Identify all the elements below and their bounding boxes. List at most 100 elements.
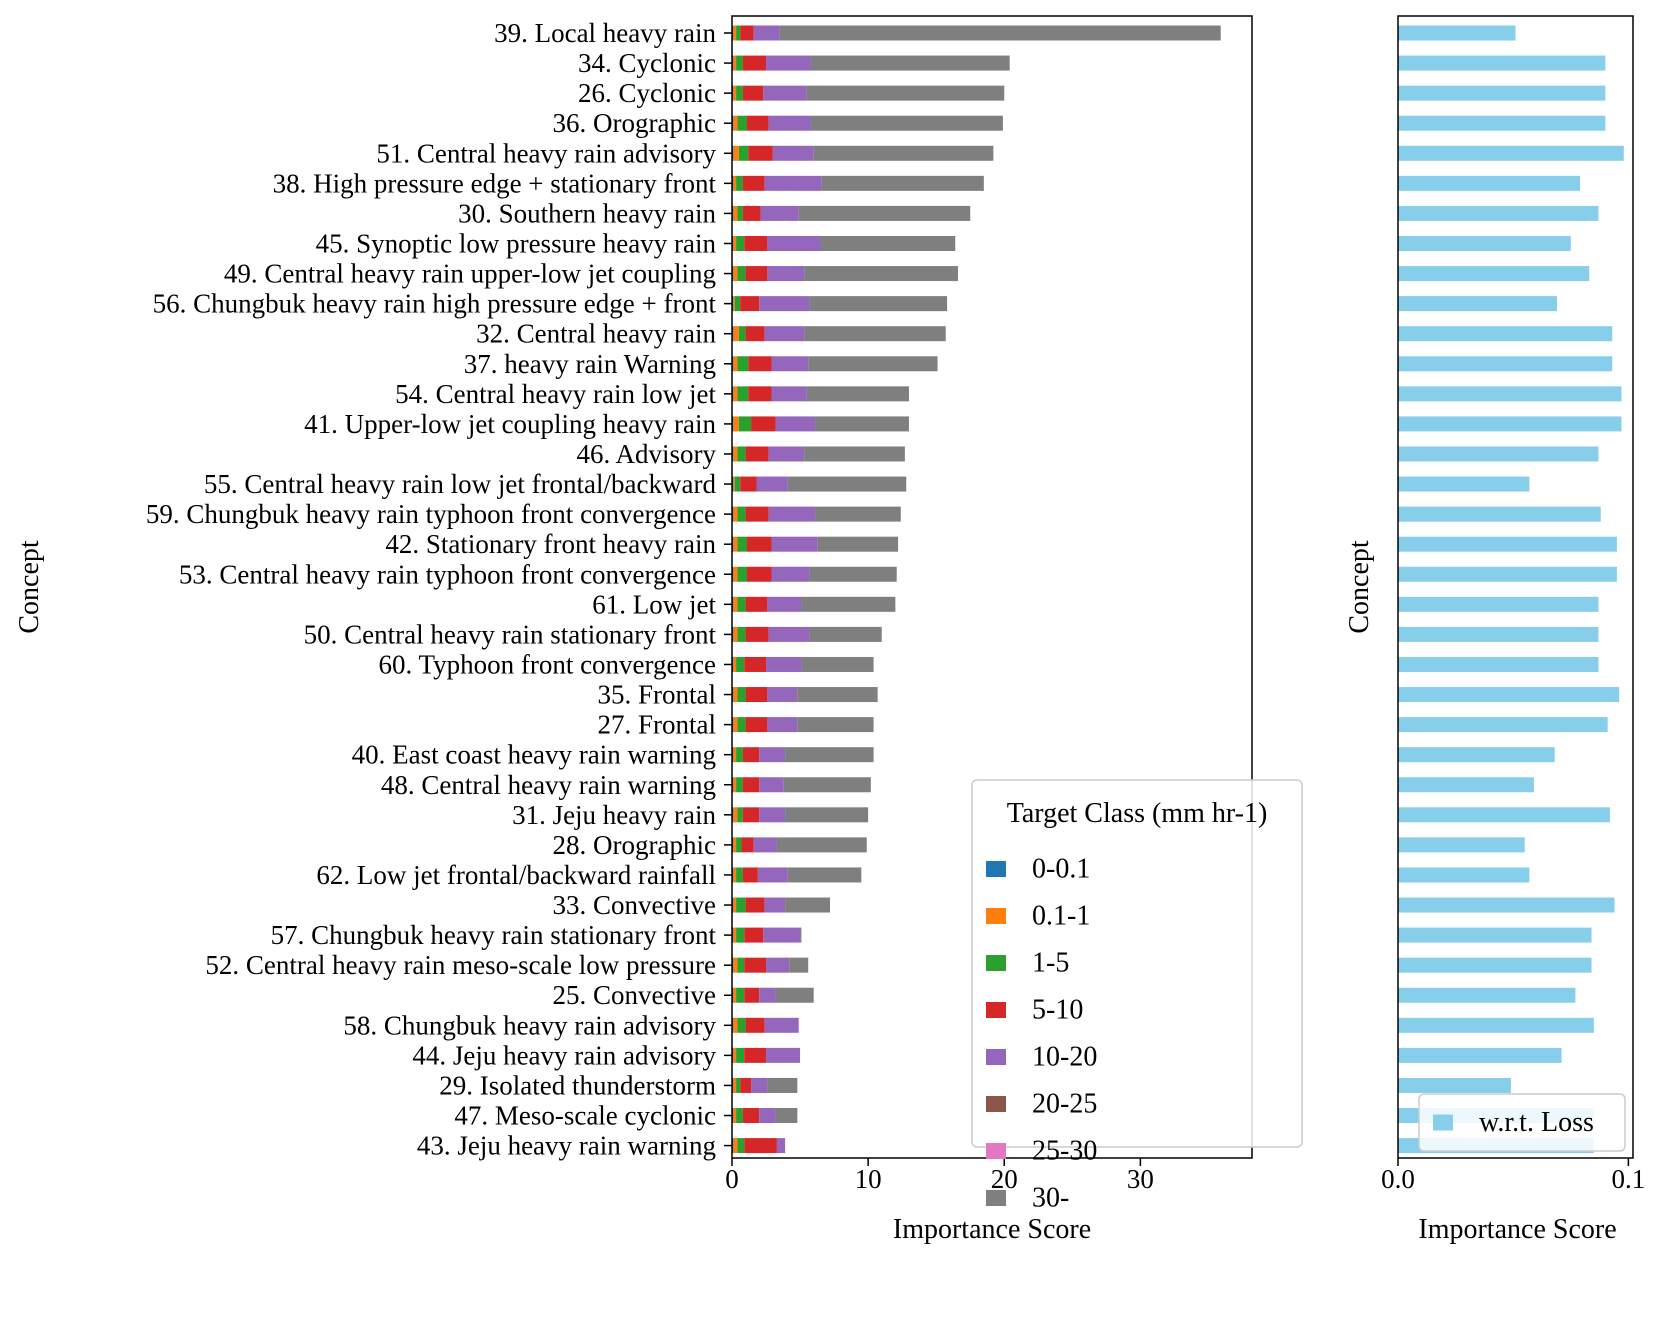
- bar-segment-30-: [821, 175, 984, 191]
- bar-segment-30-: [797, 717, 874, 733]
- bar-segment-10-20: [776, 1138, 786, 1154]
- loss-bar: [1398, 326, 1613, 342]
- bar-segment-30-: [815, 506, 901, 522]
- bar-segment-1-5: [736, 987, 745, 1003]
- category-label: 34. Cyclonic: [578, 48, 716, 78]
- bar-segment-1-5: [738, 416, 752, 432]
- category-label: 30. Southern heavy rain: [458, 198, 716, 228]
- loss-bar: [1398, 296, 1557, 312]
- bar-segment-10-20: [767, 717, 798, 733]
- bar-segment-1-5: [736, 656, 745, 672]
- x-tick-label: 30: [1127, 1164, 1154, 1194]
- bar-segment-5-10: [742, 55, 767, 71]
- bar-segment-0.1-1: [733, 897, 737, 913]
- bar-segment-10-20: [767, 687, 798, 703]
- bar-segment-1-5: [736, 777, 743, 793]
- plot-frame: [1397, 15, 1634, 1159]
- loss-bar: [1398, 927, 1592, 943]
- bar-segment-10-20: [766, 55, 811, 71]
- category-label: 40. East coast heavy rain warning: [352, 740, 716, 770]
- bar-segment-30-: [800, 927, 802, 943]
- loss-bar: [1398, 266, 1590, 282]
- bar-segment-5-10: [742, 867, 758, 883]
- category-label: 46. Advisory: [576, 439, 716, 469]
- bar-segment-5-10: [745, 687, 768, 703]
- bar-segment-10-20: [759, 747, 786, 763]
- bar-segment-1-5: [736, 85, 743, 101]
- bar-segment-5-10: [742, 85, 764, 101]
- loss-bar: [1398, 85, 1606, 101]
- bar-segment-1-5: [737, 1138, 745, 1154]
- bar-segment-5-10: [742, 777, 760, 793]
- bar-segment-5-10: [746, 115, 769, 131]
- category-label: 43. Jeju heavy rain warning: [417, 1131, 716, 1161]
- loss-bar: [1398, 957, 1592, 973]
- bar-segment-0.1-1: [733, 326, 739, 342]
- bar-segment-10-20: [760, 205, 799, 221]
- bar-segment-5-10: [744, 957, 767, 973]
- category-label: 44. Jeju heavy rain advisory: [412, 1040, 716, 1070]
- bar-segment-30-: [820, 235, 956, 251]
- bar-segment-10-20: [772, 145, 814, 161]
- bar-segment-30-: [806, 85, 1005, 101]
- loss-bar: [1398, 687, 1620, 703]
- bar-segment-1-5: [736, 235, 745, 251]
- bar-segment-30-: [809, 566, 897, 582]
- bar-segment-30-: [783, 777, 871, 793]
- bar-segment-0.1-1: [733, 717, 738, 733]
- category-label: 48. Central heavy rain warning: [381, 770, 716, 800]
- bar-segment-5-10: [744, 1047, 767, 1063]
- category-label: 61. Low jet: [592, 589, 716, 619]
- bar-segment-10-20: [763, 85, 807, 101]
- bar-segment-1-5: [738, 145, 749, 161]
- loss-bar: [1398, 1017, 1594, 1033]
- category-label: 36. Orographic: [553, 108, 716, 138]
- bar-segment-30-: [785, 747, 874, 763]
- bar-segment-0.1-1: [733, 566, 738, 582]
- bar-segment-10-20: [753, 837, 777, 853]
- bar-segment-0.1-1: [733, 626, 738, 642]
- bar-segment-10-20: [757, 867, 788, 883]
- bar-segment-0.1-1: [733, 85, 737, 101]
- loss-bar: [1398, 446, 1599, 462]
- bar-segment-30-: [815, 416, 909, 432]
- bar-segment-0.1-1: [733, 656, 737, 672]
- category-label: 27. Frontal: [598, 710, 717, 740]
- bar-segment-0.1-1: [733, 235, 737, 251]
- bar-segment-10-20: [775, 416, 816, 432]
- bar-segment-30-: [801, 656, 874, 672]
- bar-segment-0.1-1: [733, 55, 737, 71]
- bar-segment-30-: [798, 205, 971, 221]
- bar-segment-1-5: [736, 175, 743, 191]
- bar-segment-0.1-1: [733, 145, 739, 161]
- category-label: 42. Stationary front heavy rain: [385, 529, 716, 559]
- loss-bar: [1398, 807, 1610, 823]
- bar-segment-5-10: [741, 837, 754, 853]
- bar-segment-1-5: [736, 1077, 741, 1093]
- bar-segment-1-5: [738, 326, 746, 342]
- bar-segment-1-5: [737, 536, 747, 552]
- bar-segment-5-10: [745, 897, 765, 913]
- loss-bar: [1398, 25, 1516, 41]
- legend-swatch-30-: [986, 1190, 1006, 1206]
- bar-segment-5-10: [744, 1138, 777, 1154]
- loss-bar: [1398, 596, 1599, 612]
- loss-bar: [1398, 386, 1622, 402]
- bar-segment-1-5: [737, 115, 747, 131]
- category-label: 37. heavy rain Warning: [464, 349, 716, 379]
- bar-segment-0.1-1: [733, 416, 739, 432]
- bar-segment-0.1-1: [733, 1047, 737, 1063]
- bar-segment-1-5: [736, 927, 745, 943]
- bar-segment-1-5: [737, 1017, 746, 1033]
- category-label: 39. Local heavy rain: [494, 18, 716, 48]
- loss-bar: [1398, 656, 1599, 672]
- bar-segment-30-: [775, 1108, 798, 1124]
- bar-segment-0.1-1: [733, 1077, 737, 1093]
- bar-segment-5-10: [742, 1108, 760, 1124]
- bar-segment-5-10: [745, 717, 768, 733]
- bar-segment-0.1-1: [733, 1138, 738, 1154]
- loss-bar: [1398, 506, 1601, 522]
- legend-entry: 0-0.1: [1032, 854, 1090, 885]
- legend-box: [1418, 1093, 1626, 1152]
